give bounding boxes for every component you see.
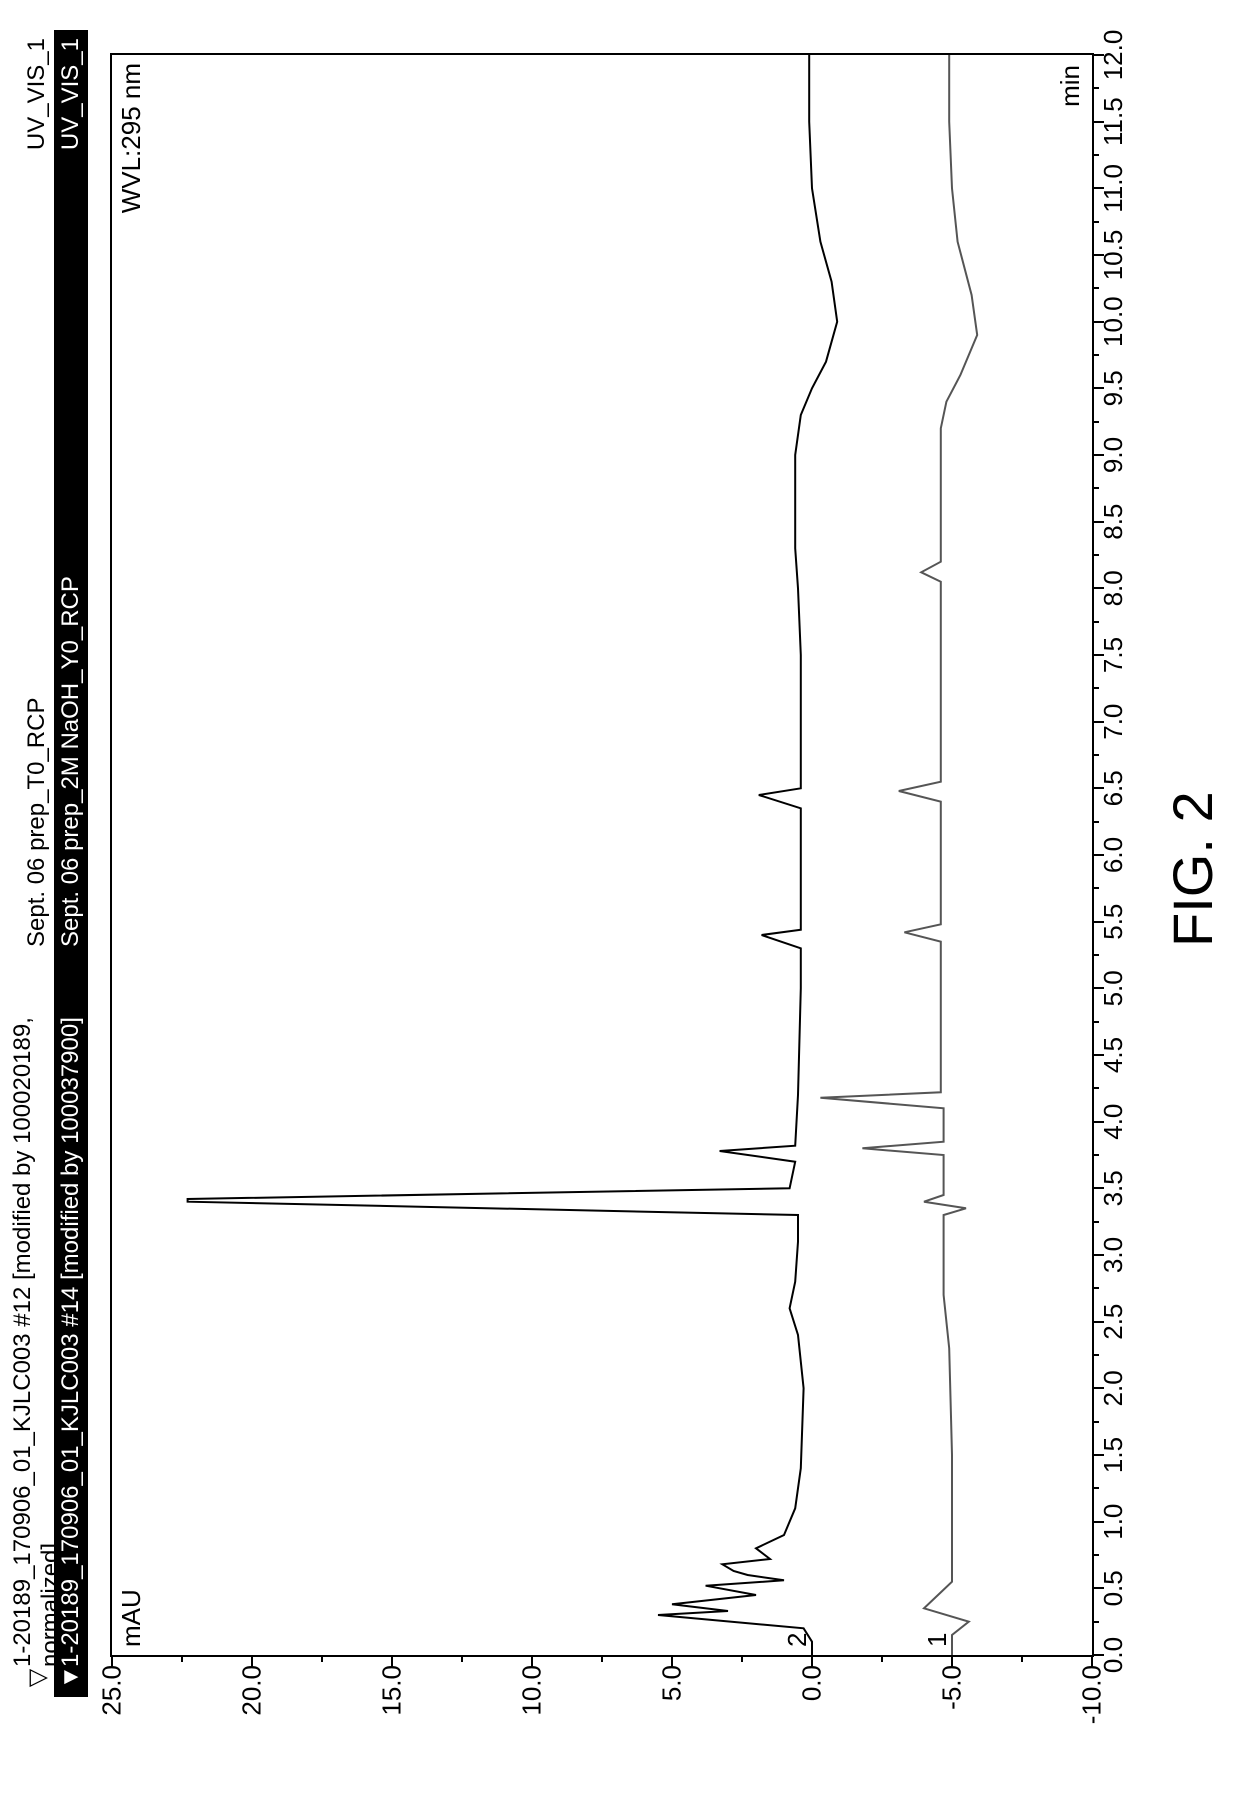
legend-marker-icon: ▼ (57, 1667, 85, 1689)
chromatogram-trace (820, 55, 977, 1655)
legend-marker-icon: ▽ (23, 1667, 52, 1689)
legend-row-1[interactable]: ▼ 1-20189_170906_01_KJLC003 #14 [modifie… (54, 30, 88, 1697)
plot-area: mAU WVL:295 nm min 1 2 -10.0-5.00.05.010… (110, 53, 1094, 1657)
legend-file-label: 1-20189_170906_01_KJLC003 #14 [modified … (57, 947, 85, 1667)
legend-detector-label: UV_VIS_1 (57, 38, 85, 198)
chromatogram-trace (188, 55, 838, 1655)
legend-row-0[interactable]: ▽ 1-20189_170906_01_KJLC003 #12 [modifie… (20, 30, 54, 1697)
legend-sample-label: Sept. 06 prep_T0_RCP (23, 198, 51, 947)
page: ▽ 1-20189_170906_01_KJLC003 #12 [modifie… (0, 0, 1240, 1817)
figure-caption: FIG. 2 (1160, 791, 1225, 947)
legend: ▽ 1-20189_170906_01_KJLC003 #12 [modifie… (20, 30, 88, 1697)
chart-canvas: ▽ 1-20189_170906_01_KJLC003 #12 [modifie… (0, 0, 1240, 1817)
legend-sample-label: Sept. 06 prep_2M NaOH_Y0_RCP (57, 198, 85, 947)
chromatogram-svg (112, 55, 1092, 1655)
legend-detector-label: UV_VIS_1 (23, 38, 51, 198)
rotated-container: ▽ 1-20189_170906_01_KJLC003 #12 [modifie… (0, 0, 1240, 1817)
